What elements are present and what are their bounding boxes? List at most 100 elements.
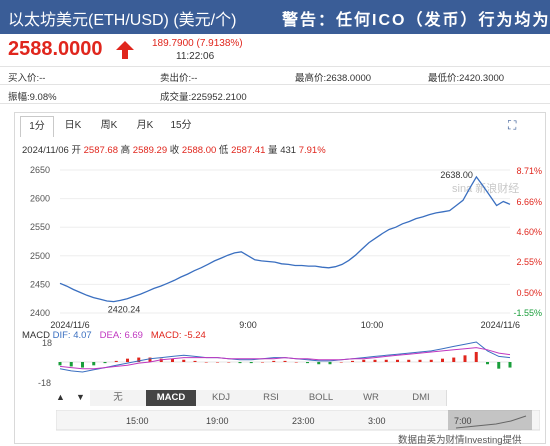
- dif-value: 4.07: [73, 330, 92, 341]
- y-tick-label: 2500: [30, 251, 50, 261]
- divider: [0, 103, 550, 104]
- high-annotation: 2638.00: [440, 170, 473, 180]
- macd-label: MACD:: [150, 330, 182, 341]
- macd-histogram-bar: [227, 362, 231, 363]
- macd-histogram-bar: [193, 360, 197, 362]
- macd-histogram-bar: [407, 359, 411, 362]
- y-tick-pct-label: 6.66%: [516, 197, 542, 207]
- chart-panel: [14, 112, 546, 444]
- header-bar: [0, 0, 550, 34]
- y-tick-pct-label: 2.55%: [516, 257, 542, 267]
- high-value: 2589.29: [132, 145, 168, 156]
- navigator-tick: 15:00: [126, 416, 149, 426]
- macd-histogram-bar: [384, 359, 388, 362]
- navigator-tick: 7:00: [454, 416, 472, 426]
- macd-histogram-bar: [182, 359, 186, 362]
- macd-histogram-bar: [441, 358, 444, 362]
- tab-weekly[interactable]: 周K: [100, 120, 118, 131]
- data-source-footer: 数据由英为财情Investing提供: [398, 435, 522, 446]
- ask-price: 卖出价:--: [160, 73, 198, 84]
- dea-value: 6.69: [124, 330, 143, 341]
- vol-label: 量: [268, 145, 278, 156]
- indicator-tabs: 无 MACD KDJ RSI BOLL WR DMI: [90, 390, 510, 406]
- macd-histogram-bar: [69, 362, 73, 367]
- macd-histogram-bar: [249, 362, 253, 364]
- macd-histogram-bar: [103, 362, 107, 364]
- macd-histogram-bar: [418, 359, 422, 362]
- macd-histogram-bar: [58, 362, 62, 366]
- divider: [0, 84, 550, 85]
- macd-histogram-bar: [114, 360, 118, 362]
- macd-histogram-bar: [92, 362, 96, 366]
- macd-histogram-bar: [238, 362, 242, 364]
- macd-histogram-bar: [306, 362, 309, 364]
- scroll-right-icon[interactable]: ▼: [76, 392, 85, 402]
- dea-line: [59, 347, 511, 370]
- price-series-line: [59, 175, 511, 303]
- macd-histogram-bar: [452, 357, 456, 362]
- indicator-boll[interactable]: BOLL: [296, 390, 347, 406]
- x-tick-label: 10:00: [361, 320, 384, 330]
- quote-time: 11:22:06: [176, 51, 215, 62]
- y-tick-pct-label: 4.60%: [516, 227, 542, 237]
- dif-line: [59, 341, 511, 373]
- navigator-tick: 3:00: [368, 416, 386, 426]
- macd-histogram-bar: [429, 359, 433, 362]
- indicator-dmi[interactable]: DMI: [396, 390, 447, 406]
- tab-15min[interactable]: 15分: [170, 120, 192, 131]
- macd-histogram-bar: [463, 355, 467, 362]
- quote-line: 2024/11/06 开 2587.68 高 2589.29 收 2588.00…: [22, 142, 326, 156]
- macd-histogram-bar: [474, 352, 478, 362]
- indicator-none[interactable]: 无: [90, 390, 147, 406]
- tab-daily[interactable]: 日K: [64, 120, 82, 131]
- macd-histogram-bar: [148, 357, 152, 362]
- macd-histogram-bar: [204, 362, 208, 363]
- macd-histogram-bar: [486, 362, 489, 365]
- indicator-rsi[interactable]: RSI: [246, 390, 297, 406]
- time-navigator[interactable]: 15:00 19:00 23:00 3:00 7:00: [56, 410, 540, 432]
- pct-value: 7.91%: [298, 145, 326, 156]
- y-tick-label: 2450: [30, 279, 50, 289]
- indicator-wr[interactable]: WR: [346, 390, 397, 406]
- navigator-tick: 23:00: [292, 416, 315, 426]
- price-change: 189.7900 (7.9138%): [152, 38, 243, 49]
- close-value: 2588.00: [181, 145, 217, 156]
- navigator-window[interactable]: [448, 410, 532, 430]
- tab-1min[interactable]: 1分: [20, 116, 54, 137]
- low-value: 2587.41: [231, 145, 266, 156]
- last-price: 2588.0000: [8, 38, 103, 60]
- indicator-macd[interactable]: MACD: [146, 390, 197, 406]
- macd-histogram-bar: [81, 362, 84, 368]
- x-tick-label: 2024/11/6: [481, 320, 520, 330]
- macd-histogram-bar: [272, 360, 276, 362]
- fullscreen-icon[interactable]: ⛶: [508, 118, 517, 132]
- macd-histogram-bar: [328, 362, 332, 365]
- x-tick-label: 9:00: [239, 320, 257, 330]
- bid-price: 买入价:--: [8, 73, 46, 84]
- macd-histogram-bar: [216, 362, 219, 363]
- x-tick-label: 2024/11/6: [50, 320, 89, 330]
- indicator-kdj[interactable]: KDJ: [196, 390, 247, 406]
- macd-histogram-bar: [137, 357, 141, 362]
- macd-histogram-bar: [396, 359, 399, 362]
- divider: [0, 66, 550, 67]
- tab-monthly[interactable]: 月K: [136, 120, 154, 131]
- close-label: 收: [169, 145, 180, 156]
- vol-value: 431: [280, 145, 297, 156]
- low-annotation: 2420.24: [108, 305, 141, 315]
- macd-histogram-bar: [294, 362, 298, 363]
- low-price: 最低价:2420.3000: [428, 73, 505, 84]
- dif-label: DIF:: [52, 330, 71, 341]
- amplitude: 振幅:9.08%: [8, 92, 57, 103]
- macd-histogram-bar: [126, 358, 129, 362]
- macd-y-tick: -18: [38, 378, 51, 388]
- y-tick-label: 2600: [30, 194, 50, 204]
- macd-histogram-bar: [362, 359, 366, 362]
- macd-histogram-bar: [497, 362, 501, 369]
- scroll-left-icon[interactable]: ▲: [56, 392, 65, 402]
- macd-histogram-bar: [317, 362, 321, 365]
- navigator-tick: 19:00: [206, 416, 229, 426]
- high-price: 最高价:2638.0000: [295, 73, 372, 84]
- open-label: 开: [71, 145, 81, 156]
